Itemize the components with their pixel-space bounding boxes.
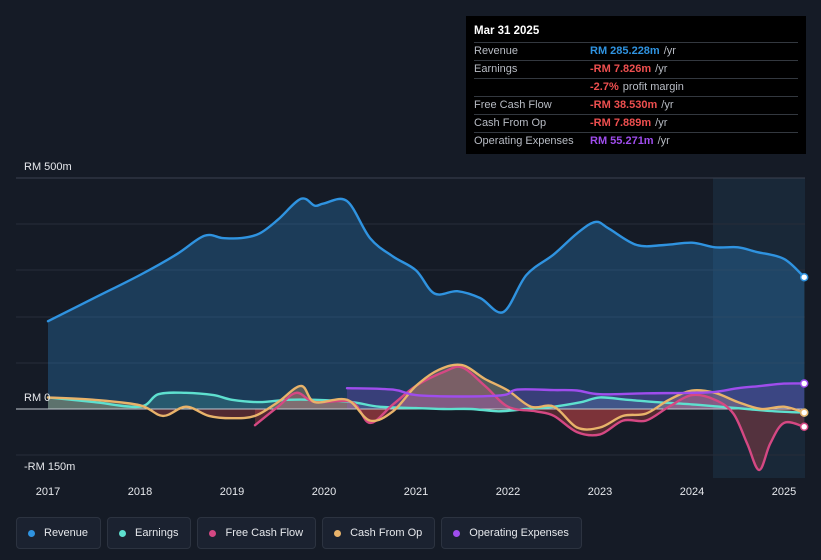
legend-label: Cash From Op bbox=[350, 527, 423, 539]
chart-area: RM 500m RM 0 -RM 150m 2017 2018 2019 2020 20… bbox=[16, 161, 809, 498]
tooltip-date: Mar 31 2025 bbox=[474, 23, 798, 43]
tooltip-row-revenue: Revenue RM 285.228m /yr bbox=[474, 43, 798, 61]
tooltip-label: Free Cash Flow bbox=[474, 99, 552, 111]
tooltip-label bbox=[474, 79, 590, 96]
tooltip-label: Cash From Op bbox=[474, 117, 547, 129]
legend-label: Earnings bbox=[135, 527, 179, 539]
tooltip-unit: profit margin bbox=[622, 81, 684, 93]
tooltip-unit: /yr bbox=[657, 135, 670, 147]
earnings-area-positive bbox=[48, 392, 805, 409]
x-tick-label: 2019 bbox=[220, 486, 244, 498]
legend-label: Free Cash Flow bbox=[225, 527, 304, 539]
tooltip-value: -RM 7.826m bbox=[590, 63, 652, 75]
tooltip-value: -RM 38.530m bbox=[590, 99, 658, 111]
revenue-area-positive bbox=[48, 198, 805, 409]
x-tick-label: 2021 bbox=[404, 486, 428, 498]
tooltip-row-cash-from-op: Cash From Op -RM 7.889m /yr bbox=[474, 115, 798, 133]
cash-from-op-area-positive bbox=[48, 364, 805, 409]
free-cash-flow-area-positive bbox=[255, 366, 805, 409]
x-tick-label: 2017 bbox=[36, 486, 60, 498]
tooltip-row-profit-margin: -2.7% profit margin bbox=[474, 79, 798, 97]
tooltip-label: Earnings bbox=[474, 63, 518, 75]
legend-item-free-cash-flow[interactable]: Free Cash Flow bbox=[197, 517, 317, 549]
operating-expenses-line bbox=[345, 382, 806, 398]
x-tick-label: 2020 bbox=[312, 486, 336, 498]
tooltip-value: -RM 7.889m bbox=[590, 117, 652, 129]
tooltip-unit: /yr bbox=[655, 63, 668, 75]
operating-expenses-endpoint bbox=[799, 379, 809, 388]
revenue-endpoint bbox=[799, 272, 809, 282]
tooltip-label: Revenue bbox=[474, 45, 519, 57]
free-cash-flow-endpoint bbox=[799, 422, 809, 432]
revenue-line bbox=[46, 197, 806, 323]
legend-item-cash-from-op[interactable]: Cash From Op bbox=[322, 517, 436, 549]
tooltip-unit: /yr bbox=[655, 117, 668, 129]
operating-expenses-area-positive bbox=[347, 383, 805, 409]
x-tick-label: 2018 bbox=[128, 486, 152, 498]
legend-dot-icon bbox=[334, 529, 342, 537]
forecast-region bbox=[713, 178, 805, 478]
y-tick-label: RM 0 bbox=[24, 392, 50, 404]
free-cash-flow-area-negative bbox=[255, 409, 805, 470]
earnings-line bbox=[46, 391, 806, 414]
legend-label: Operating Expenses bbox=[469, 527, 569, 539]
tooltip-value: RM 55.271m bbox=[590, 135, 654, 147]
y-tick-label: -RM 150m bbox=[24, 461, 75, 473]
tooltip-row-operating-expenses: Operating Expenses RM 55.271m /yr bbox=[474, 133, 798, 150]
legend-dot-icon bbox=[453, 529, 461, 537]
legend: Revenue Earnings Free Cash Flow Cash Fro… bbox=[16, 517, 582, 549]
tooltip-panel: Mar 31 2025 Revenue RM 285.228m /yr Earn… bbox=[466, 16, 806, 154]
tooltip-label: Operating Expenses bbox=[474, 135, 574, 147]
tooltip-row-free-cash-flow: Free Cash Flow -RM 38.530m /yr bbox=[474, 97, 798, 115]
tooltip-unit: /yr bbox=[661, 99, 674, 111]
cash-from-op-endpoint bbox=[799, 408, 809, 417]
legend-label: Revenue bbox=[44, 527, 89, 539]
y-tick-label: RM 500m bbox=[24, 161, 72, 173]
x-tick-label: 2023 bbox=[588, 486, 612, 498]
legend-dot-icon bbox=[28, 529, 35, 537]
tooltip-row-earnings: Earnings -RM 7.826m /yr bbox=[474, 61, 798, 79]
x-tick-label: 2025 bbox=[772, 486, 796, 498]
tooltip-unit: /yr bbox=[663, 45, 676, 57]
cash-from-op-area-negative bbox=[48, 409, 805, 430]
cash-from-op-line bbox=[46, 363, 806, 431]
legend-dot-icon bbox=[209, 529, 217, 537]
tooltip-value: -2.7% bbox=[590, 81, 619, 93]
tooltip-value: RM 285.228m bbox=[590, 45, 660, 57]
x-tick-label: 2024 bbox=[680, 486, 704, 498]
legend-item-revenue[interactable]: Revenue bbox=[16, 517, 102, 549]
x-tick-label: 2022 bbox=[496, 486, 520, 498]
legend-dot-icon bbox=[119, 529, 127, 537]
legend-item-operating-expenses[interactable]: Operating Expenses bbox=[441, 517, 582, 549]
legend-item-earnings[interactable]: Earnings bbox=[107, 517, 192, 549]
